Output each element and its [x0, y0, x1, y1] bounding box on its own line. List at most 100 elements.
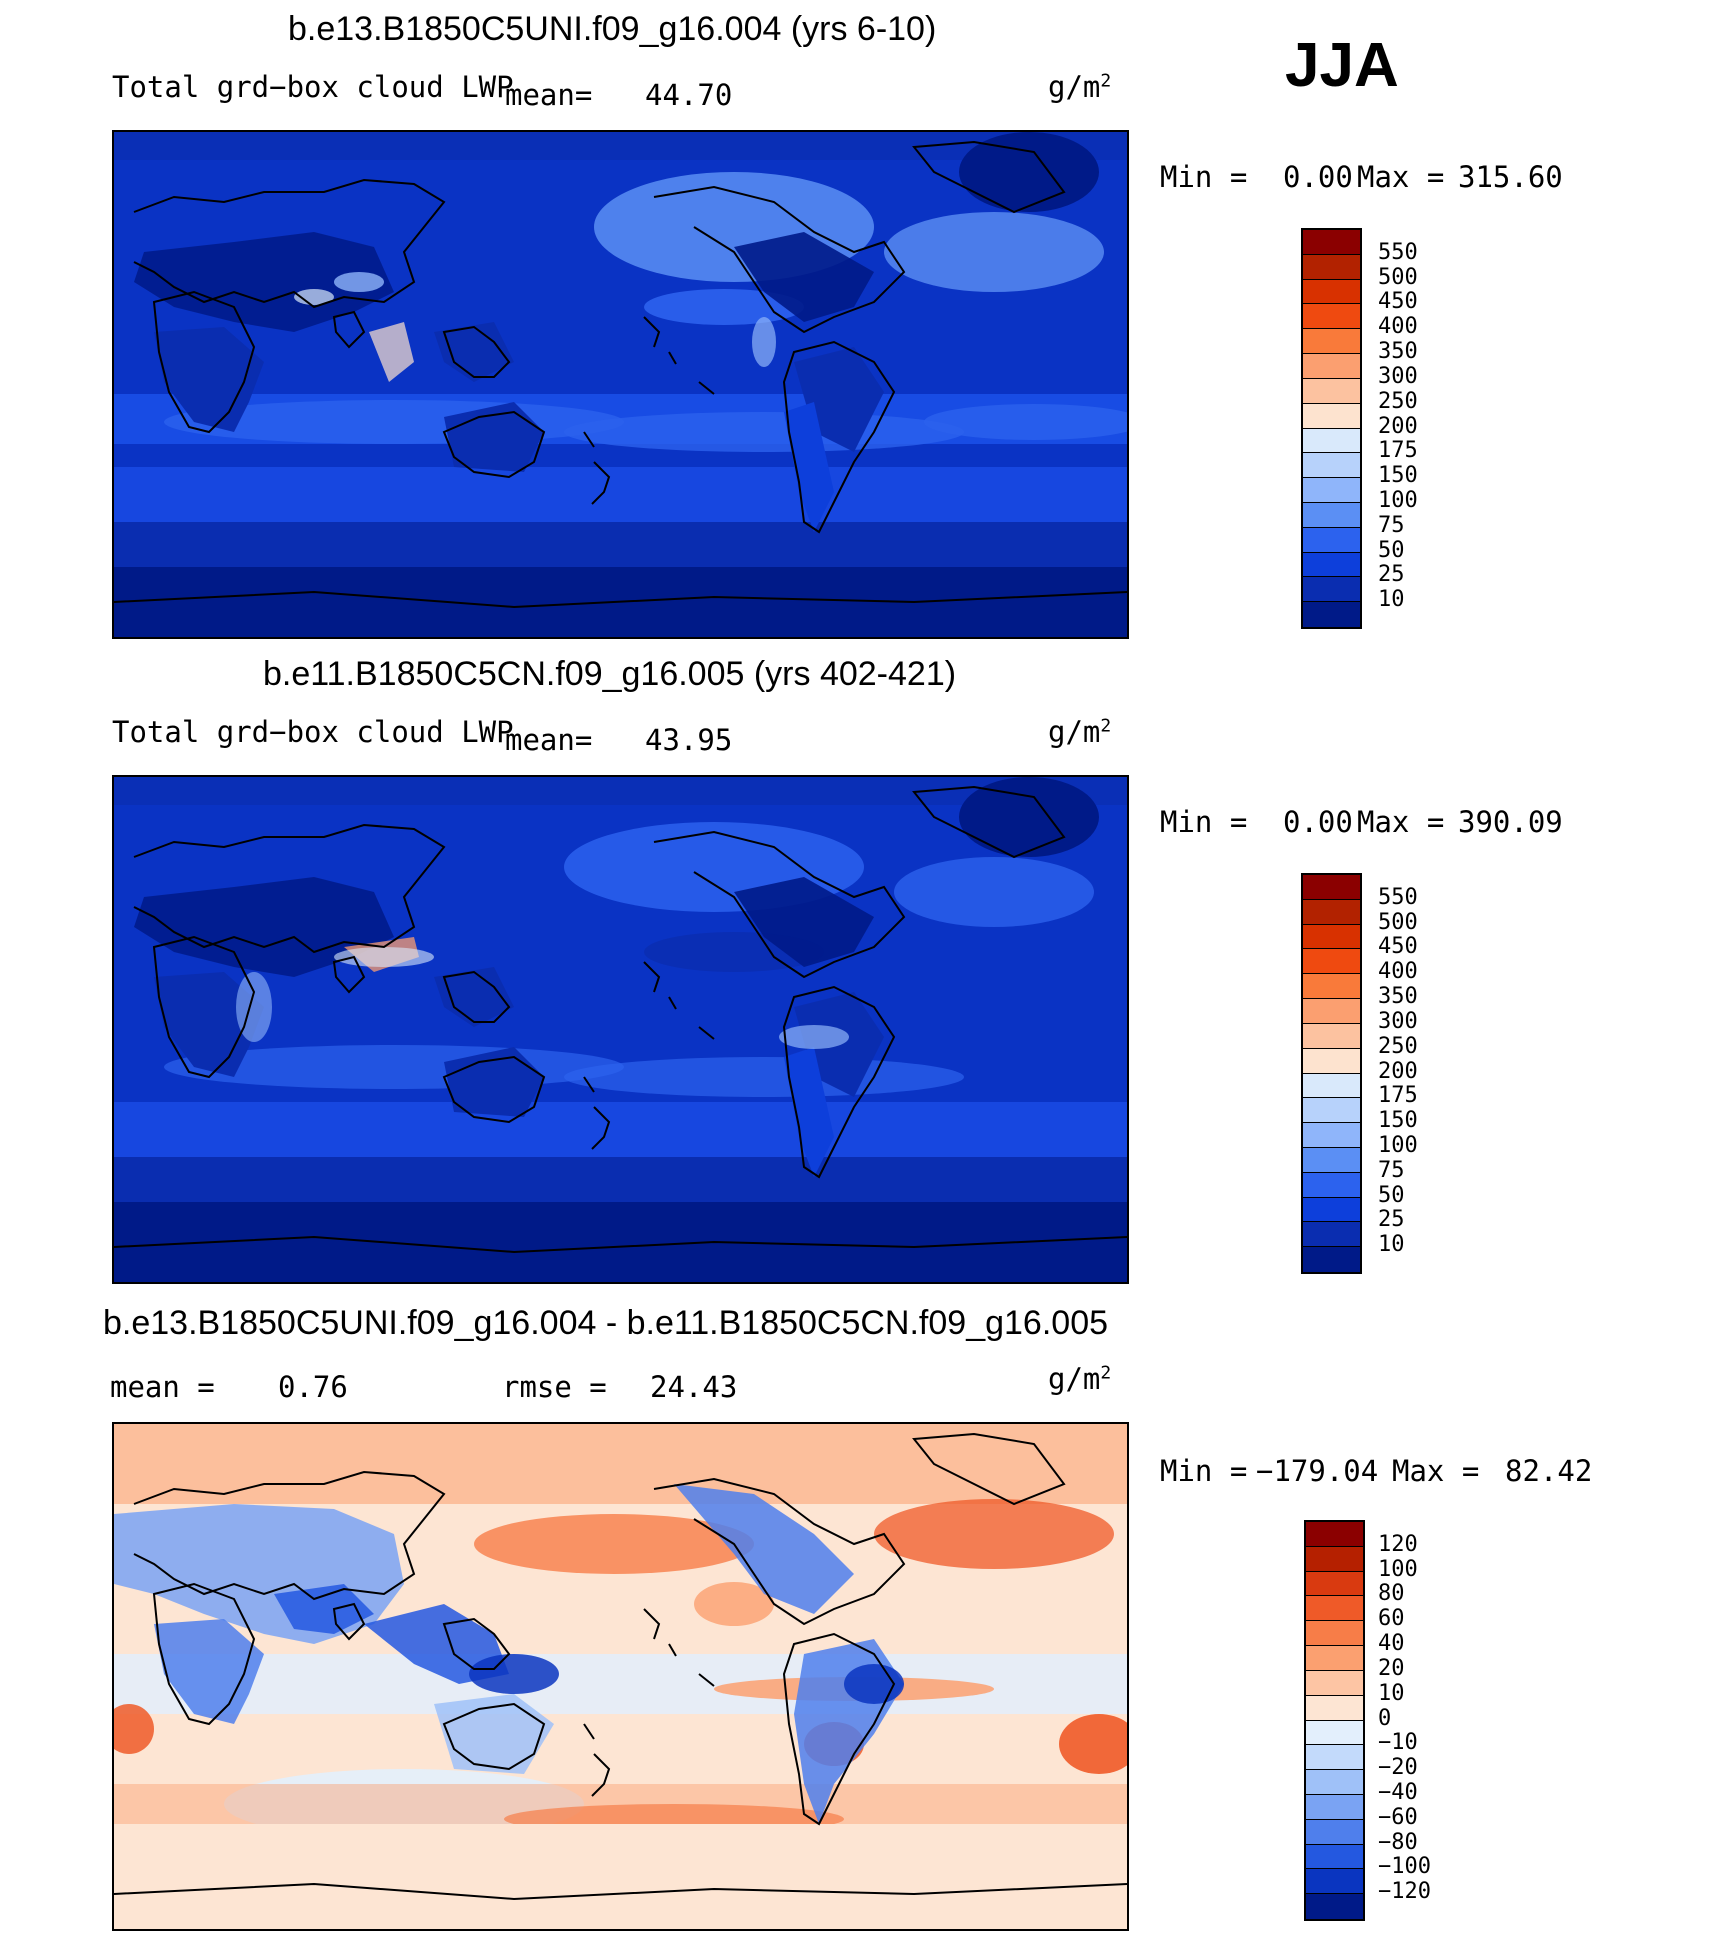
colorbar-swatch [1306, 1745, 1363, 1771]
colorbar-label: 400 [1378, 314, 1418, 340]
panel-3-mean-value: 0.76 [278, 1370, 348, 1404]
season-label: JJA [1285, 31, 1399, 100]
panel-3-rmse-value: 24.43 [650, 1370, 738, 1404]
panel-1-variable: Total grd−box cloud LWP [112, 70, 514, 104]
colorbar-label: 120 [1378, 1531, 1418, 1557]
colorbar-label: 450 [1378, 934, 1418, 960]
colorbar-swatch [1303, 1098, 1360, 1124]
colorbar-label: −20 [1378, 1755, 1418, 1781]
colorbar-swatch [1303, 1147, 1360, 1173]
panel-1-units: g/m2 [1048, 70, 1112, 104]
colorbar-swatch [1303, 403, 1360, 429]
colorbar-swatch [1303, 1073, 1360, 1099]
panel-1-max-label: Max = [1357, 160, 1445, 194]
colorbar-label: 250 [1378, 388, 1418, 414]
colorbar-swatch [1303, 999, 1360, 1024]
colorbar-label: −60 [1378, 1804, 1418, 1830]
colorbar-label: 10 [1378, 1680, 1405, 1706]
colorbar-label: 350 [1378, 984, 1418, 1010]
colorbar-swatch [1303, 304, 1360, 330]
colorbar-label: 25 [1378, 562, 1405, 588]
colorbar-label: 550 [1378, 239, 1418, 265]
colorbar-label: 150 [1378, 463, 1418, 489]
colorbar-label: 100 [1378, 487, 1418, 513]
colorbar-label: 80 [1378, 1581, 1405, 1607]
colorbar-swatch [1306, 1571, 1363, 1597]
panel-1-mean-value: 44.70 [645, 78, 733, 112]
colorbar-swatch [1303, 924, 1360, 950]
panel-2-colorbar-labels: 550 500 450 400 350 300 250 200 175 150 100 75 50 25 1… [1378, 873, 1478, 1274]
colorbar-label: 500 [1378, 909, 1418, 935]
colorbar-swatch [1306, 1522, 1363, 1547]
colorbar-label: 40 [1378, 1631, 1405, 1657]
panel-2-min-value: 0.00 [1283, 805, 1353, 839]
colorbar-swatch [1306, 1695, 1363, 1721]
colorbar-swatch [1303, 974, 1360, 1000]
colorbar-swatch [1306, 1770, 1363, 1795]
colorbar-swatch [1303, 254, 1360, 280]
colorbar-label: 175 [1378, 1083, 1418, 1109]
panel-2-mean-label: mean= [505, 723, 593, 757]
panel-3-units: g/m2 [1048, 1362, 1112, 1396]
colorbar-label: 10 [1378, 1232, 1405, 1258]
colorbar-swatch [1303, 949, 1360, 975]
colorbar-swatch [1303, 875, 1360, 900]
panel-1-mean-label: mean= [505, 78, 593, 112]
colorbar-label: 500 [1378, 264, 1418, 290]
panel-2-map [112, 775, 1129, 1284]
colorbar-label: −40 [1378, 1779, 1418, 1805]
colorbar-label: 0 [1378, 1705, 1392, 1731]
colorbar-label: 10 [1378, 587, 1405, 613]
colorbar-swatch [1303, 428, 1360, 454]
colorbar-label: 200 [1378, 413, 1418, 439]
colorbar-swatch [1303, 577, 1360, 603]
colorbar-label: 150 [1378, 1108, 1418, 1134]
colorbar-label: 25 [1378, 1207, 1405, 1233]
colorbar-swatch [1306, 1546, 1363, 1572]
panel-2-mean-value: 43.95 [645, 723, 733, 757]
colorbar-swatch [1306, 1646, 1363, 1671]
colorbar-label: 300 [1378, 1008, 1418, 1034]
panel-2-units: g/m2 [1048, 715, 1112, 749]
colorbar-label: 200 [1378, 1058, 1418, 1084]
panel-2-colorbar [1301, 873, 1362, 1274]
panel-3-map [112, 1422, 1129, 1931]
colorbar-label: −80 [1378, 1829, 1418, 1855]
panel-1-colorbar [1301, 228, 1362, 629]
panel-1-colorbar-labels: 550 500 450 400 350 300 250 200 175 150 100 75 50 25 1… [1378, 228, 1478, 629]
colorbar-swatch [1303, 1247, 1360, 1272]
colorbar-swatch [1303, 602, 1360, 627]
panel-3-colorbar [1304, 1520, 1365, 1921]
colorbar-swatch [1306, 1844, 1363, 1870]
colorbar-swatch [1306, 1794, 1363, 1820]
colorbar-label: 175 [1378, 438, 1418, 464]
panel-1-min-value: 0.00 [1283, 160, 1353, 194]
colorbar-label: 100 [1378, 1132, 1418, 1158]
panel-3-mean-label: mean = [110, 1370, 215, 1404]
colorbar-swatch [1303, 453, 1360, 479]
colorbar-label: 300 [1378, 363, 1418, 389]
panel-2-variable: Total grd−box cloud LWP [112, 715, 514, 749]
colorbar-swatch [1306, 1894, 1363, 1919]
colorbar-label: 50 [1378, 537, 1405, 563]
colorbar-label: 75 [1378, 1157, 1405, 1183]
colorbar-label: 75 [1378, 512, 1405, 538]
colorbar-swatch [1306, 1720, 1363, 1746]
colorbar-swatch [1303, 1197, 1360, 1223]
colorbar-swatch [1303, 230, 1360, 255]
colorbar-label: 250 [1378, 1033, 1418, 1059]
colorbar-label: −100 [1378, 1854, 1431, 1880]
panel-3-min-label: Min = [1160, 1454, 1248, 1488]
colorbar-swatch [1303, 899, 1360, 925]
colorbar-swatch [1303, 329, 1360, 355]
panel-1-title: b.e13.B1850C5UNI.f09_g16.004 (yrs 6-10) [288, 10, 937, 48]
colorbar-swatch [1303, 527, 1360, 553]
colorbar-swatch [1306, 1869, 1363, 1895]
panel-1-min-label: Min = [1160, 160, 1248, 194]
colorbar-label: −10 [1378, 1730, 1418, 1756]
colorbar-swatch [1303, 1123, 1360, 1148]
panel-3-colorbar-labels: 120 100 80 60 40 20 10 0 −10 −20 −40 −60 −80 −100 −120 [1378, 1520, 1488, 1921]
panel-3-rmse-label: rmse = [502, 1370, 607, 1404]
colorbar-label: 60 [1378, 1606, 1405, 1632]
colorbar-label: 350 [1378, 339, 1418, 365]
